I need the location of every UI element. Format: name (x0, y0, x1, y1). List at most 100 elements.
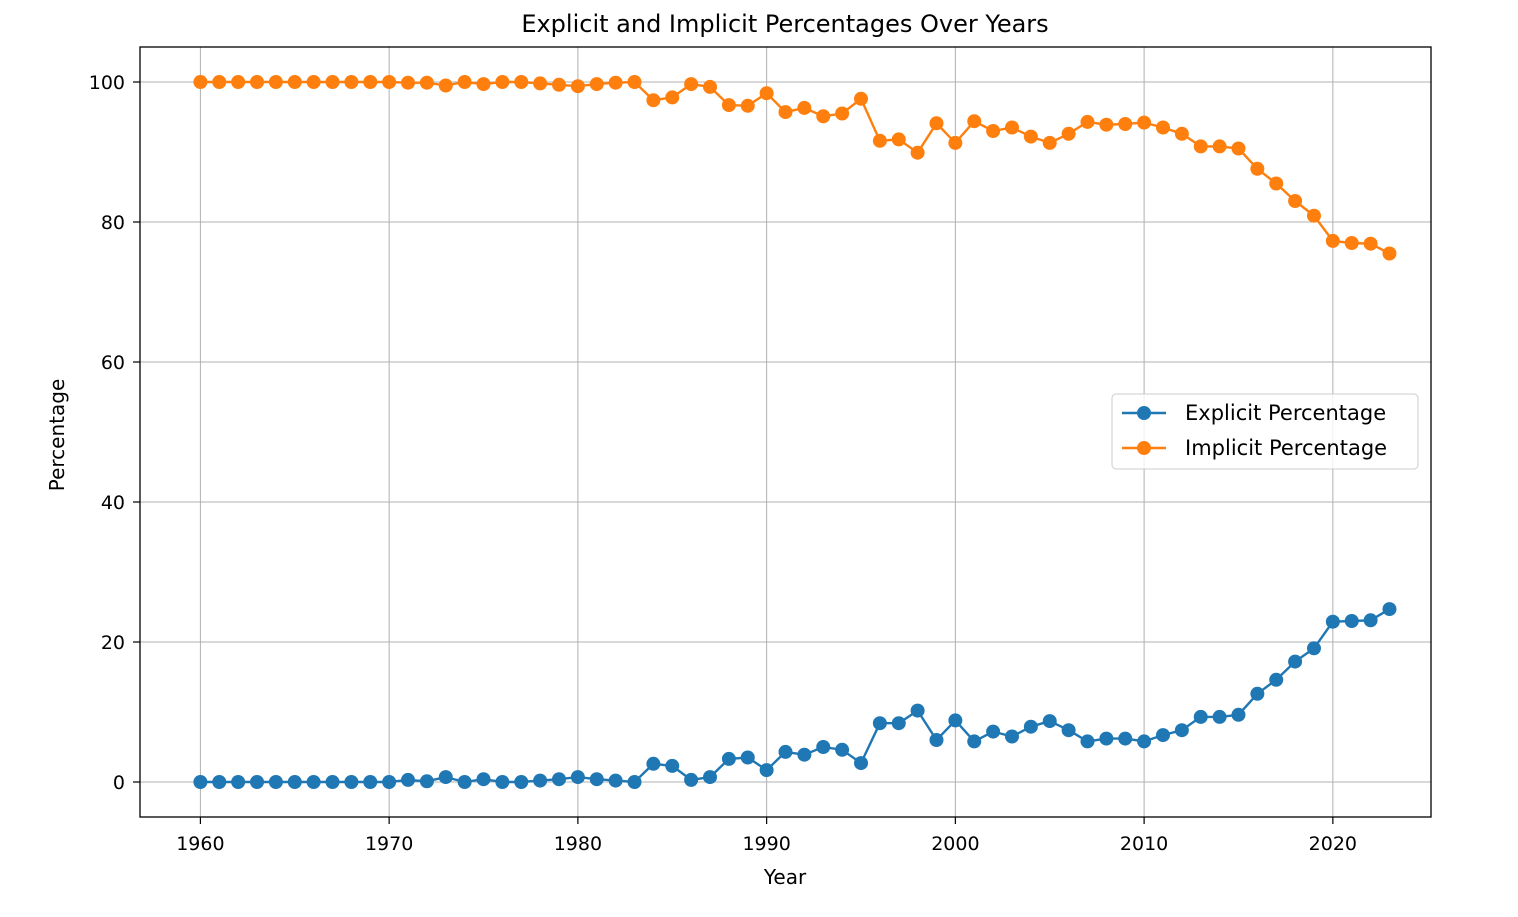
data-point-explicit (570, 770, 585, 785)
data-point-implicit (1269, 176, 1284, 191)
data-point-implicit (1174, 126, 1189, 141)
data-point-implicit (495, 75, 510, 89)
data-point-explicit (1382, 602, 1397, 617)
data-point-explicit (1137, 734, 1152, 749)
data-point-explicit (1042, 714, 1057, 729)
x-axis-label: Year (763, 865, 807, 889)
legend-marker-implicit (1137, 441, 1151, 455)
x-tick-label: 2010 (1120, 833, 1168, 855)
data-point-explicit (344, 775, 359, 789)
data-point-implicit (325, 75, 340, 89)
data-point-implicit (872, 133, 887, 148)
data-point-explicit (1080, 734, 1095, 749)
data-point-explicit (401, 772, 416, 787)
data-point-explicit (948, 713, 963, 728)
data-point-implicit (1023, 129, 1038, 144)
data-point-implicit (306, 75, 321, 89)
data-point-explicit (1325, 614, 1340, 629)
x-tick-label: 1970 (365, 833, 413, 855)
y-tick-label: 60 (101, 352, 125, 374)
x-tick-label: 1990 (742, 833, 790, 855)
data-point-implicit (382, 75, 397, 89)
data-point-implicit (193, 75, 208, 89)
y-tick-label: 40 (101, 492, 125, 514)
data-point-implicit (250, 75, 265, 89)
data-point-explicit (721, 751, 736, 766)
data-point-implicit (570, 79, 585, 94)
data-point-explicit (193, 775, 208, 789)
data-point-implicit (476, 77, 491, 92)
data-point-explicit (306, 775, 321, 789)
data-point-explicit (1023, 719, 1038, 734)
data-point-implicit (627, 75, 642, 89)
data-point-implicit (703, 79, 717, 94)
data-point-explicit (778, 744, 793, 759)
data-point-implicit (684, 77, 699, 92)
x-tick-label: 2000 (931, 833, 979, 855)
data-point-implicit (910, 145, 925, 160)
data-point-implicit (589, 77, 604, 92)
data-point-implicit (778, 105, 793, 120)
data-point-explicit (457, 775, 472, 789)
data-point-explicit (665, 758, 680, 773)
data-point-explicit (797, 747, 812, 762)
data-point-implicit (344, 75, 359, 89)
data-point-explicit (287, 775, 302, 789)
data-point-implicit (212, 75, 227, 89)
data-point-explicit (759, 763, 774, 778)
data-point-explicit (495, 775, 510, 789)
data-point-explicit (514, 775, 529, 789)
data-point-implicit (268, 75, 283, 89)
data-point-explicit (438, 770, 453, 785)
x-tick-label: 1980 (554, 833, 602, 855)
data-point-implicit (854, 91, 868, 106)
data-point-explicit (1004, 729, 1019, 744)
y-tick-label: 0 (113, 772, 125, 794)
data-point-explicit (268, 775, 283, 789)
data-point-implicit (1250, 161, 1265, 176)
data-point-implicit (363, 75, 378, 89)
data-point-implicit (1080, 114, 1095, 129)
data-point-implicit (1099, 117, 1114, 132)
data-point-implicit (740, 98, 755, 113)
data-point-implicit (457, 75, 472, 89)
data-point-implicit (797, 100, 812, 115)
data-point-explicit (910, 703, 925, 718)
data-point-explicit (1250, 686, 1265, 701)
data-point-explicit (929, 733, 944, 747)
data-point-implicit (1382, 246, 1397, 261)
data-point-explicit (419, 774, 434, 789)
data-point-implicit (1004, 120, 1019, 135)
data-point-explicit (589, 772, 604, 787)
data-point-explicit (608, 773, 623, 788)
data-point-implicit (533, 76, 548, 91)
data-point-explicit (646, 756, 661, 771)
data-point-implicit (231, 75, 246, 89)
data-point-implicit (948, 135, 963, 150)
data-point-implicit (929, 116, 944, 131)
data-point-implicit (646, 93, 661, 108)
data-point-explicit (967, 734, 982, 749)
data-point-implicit (1344, 236, 1359, 250)
legend: Explicit Percentage Implicit Percentage (1111, 393, 1419, 470)
data-point-explicit (1061, 723, 1076, 738)
legend-marker-explicit (1137, 406, 1151, 420)
y-tick-label: 20 (101, 632, 125, 654)
data-point-implicit (1306, 208, 1321, 223)
data-point-implicit (835, 106, 850, 121)
data-point-explicit (325, 775, 340, 789)
data-point-explicit (363, 775, 378, 789)
data-point-implicit (287, 75, 302, 89)
data-point-explicit (250, 775, 265, 789)
y-tick-label: 80 (101, 212, 125, 234)
data-point-explicit (1269, 672, 1284, 687)
data-point-implicit (1325, 233, 1340, 248)
data-point-explicit (872, 716, 887, 731)
data-point-explicit (816, 740, 831, 754)
legend-label-explicit: Explicit Percentage (1185, 401, 1386, 425)
legend-box (1111, 393, 1419, 470)
data-point-explicit (1288, 654, 1303, 669)
data-point-explicit (1363, 613, 1378, 628)
axis-ticks: 1960 1970 1980 1990 2000 2010 2020 0 20 40 60 80 100 (89, 72, 1357, 855)
